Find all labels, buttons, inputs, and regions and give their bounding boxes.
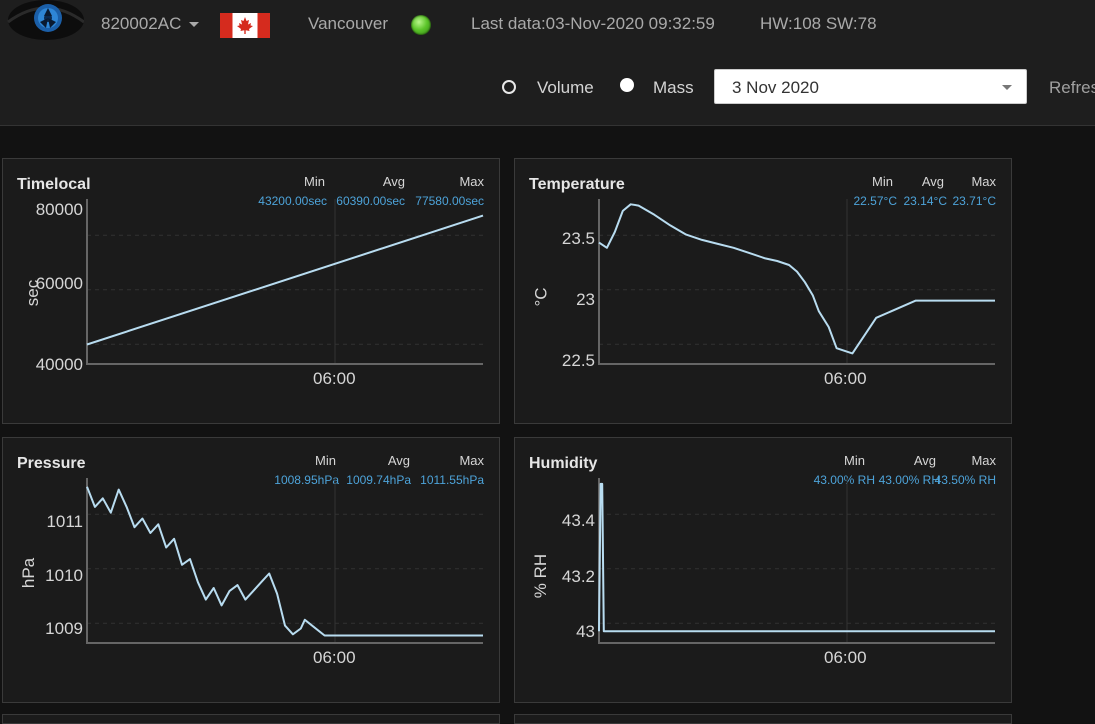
volume-radio[interactable] [502,80,516,94]
series-line [598,482,995,633]
y-tick-label: 23.5 [561,229,595,248]
x-tick-label: 06:00 [824,648,867,667]
next-panel-stub [514,714,1012,724]
refresh-button[interactable]: Refres [1049,78,1095,97]
chart-axis [598,199,995,365]
max-value: 1011.55hPa [420,473,484,487]
y-tick-label: 23 [576,290,595,309]
chart-axis [86,199,483,365]
y-tick-label: 43.4 [561,511,595,530]
y-tick-label: 43 [576,622,595,641]
chevron-down-icon [1002,85,1012,90]
y-tick-label: 1009 [45,619,83,638]
avg-value: 60390.00sec [336,194,405,208]
humidity-chart [598,478,995,644]
panel-title: Pressure [17,455,86,472]
last-data-timestamp: Last data:03-Nov-2020 09:32:59 [471,14,715,33]
avg-value: 43.00% RH [878,473,940,487]
series-line [86,214,484,346]
pressure-chart [86,478,483,644]
y-tick-label: 22.5 [561,351,595,370]
date-select[interactable]: 3 Nov 2020 [714,69,1027,104]
max-header: Max [971,453,996,468]
timelocal-chart [86,199,484,365]
device-selector[interactable]: 820002AC [101,14,200,34]
avg-header: Avg [921,174,944,189]
avg-value: 1009.74hPa [346,473,411,487]
y-tick-label: 1010 [45,566,83,585]
min-header: Min [304,174,325,189]
city-label: Vancouver [308,14,389,33]
x-tick-label: 06:00 [824,369,867,388]
temperature-chart [598,199,995,365]
device-id: 820002AC [101,14,182,33]
y-tick-label: 60000 [35,274,83,293]
avg-header: Avg [913,453,936,468]
top-bar: 820002AC Vancouver Last data:03-Nov-2020… [0,0,1095,126]
hw-sw-version: HW:108 SW:78 [760,14,877,33]
min-header: Min [315,453,336,468]
mass-label[interactable]: Mass [653,78,694,97]
series-line [86,486,483,637]
max-header: Max [971,174,996,189]
min-value: 22.57°C [853,194,898,208]
max-value: 43.50% RH [934,473,996,487]
status-indicator-icon [411,15,431,35]
canada-flag-icon [220,13,270,38]
x-tick-label: 06:00 [313,369,356,388]
min-value: 1008.95hPa [274,473,339,487]
max-value: 23.71°C [952,194,997,208]
next-panel-stub [2,714,500,724]
max-value: 77580.00sec [415,194,484,208]
max-header: Max [459,174,484,189]
pressure-panel: Pressure Min Avg Max 1008.95hPa 1009.74h… [2,437,500,703]
mass-radio[interactable] [620,78,634,92]
eye-logo-icon[interactable] [6,0,84,40]
chart-axis [86,478,483,644]
series-line [598,203,995,355]
y-tick-label: 43.2 [561,567,595,586]
volume-label[interactable]: Volume [537,78,594,97]
y-tick-label: 1011 [46,512,83,531]
y-tick-label: 80000 [35,200,83,219]
timelocal-panel: Timelocal Min Avg Max 43200.00sec 60390.… [2,158,500,424]
avg-value: 23.14°C [903,194,948,208]
panel-title: Humidity [529,455,598,472]
temperature-panel: Temperature Min Avg Max 22.57°C 23.14°C … [514,158,1012,424]
panel-title: Temperature [529,176,625,193]
chart-axis [598,478,995,644]
avg-header: Avg [382,174,405,189]
y-tick-label: 40000 [35,355,83,374]
min-value: 43.00% RH [813,473,875,487]
avg-header: Avg [387,453,410,468]
min-header: Min [844,453,865,468]
date-select-value: 3 Nov 2020 [732,78,819,97]
max-header: Max [459,453,484,468]
chevron-down-icon [189,21,200,27]
panel-title: Timelocal [17,176,91,193]
x-tick-label: 06:00 [313,648,356,667]
humidity-panel: Humidity Min Avg Max 43.00% RH 43.00% RH… [514,437,1012,703]
min-header: Min [872,174,893,189]
min-value: 43200.00sec [258,194,327,208]
